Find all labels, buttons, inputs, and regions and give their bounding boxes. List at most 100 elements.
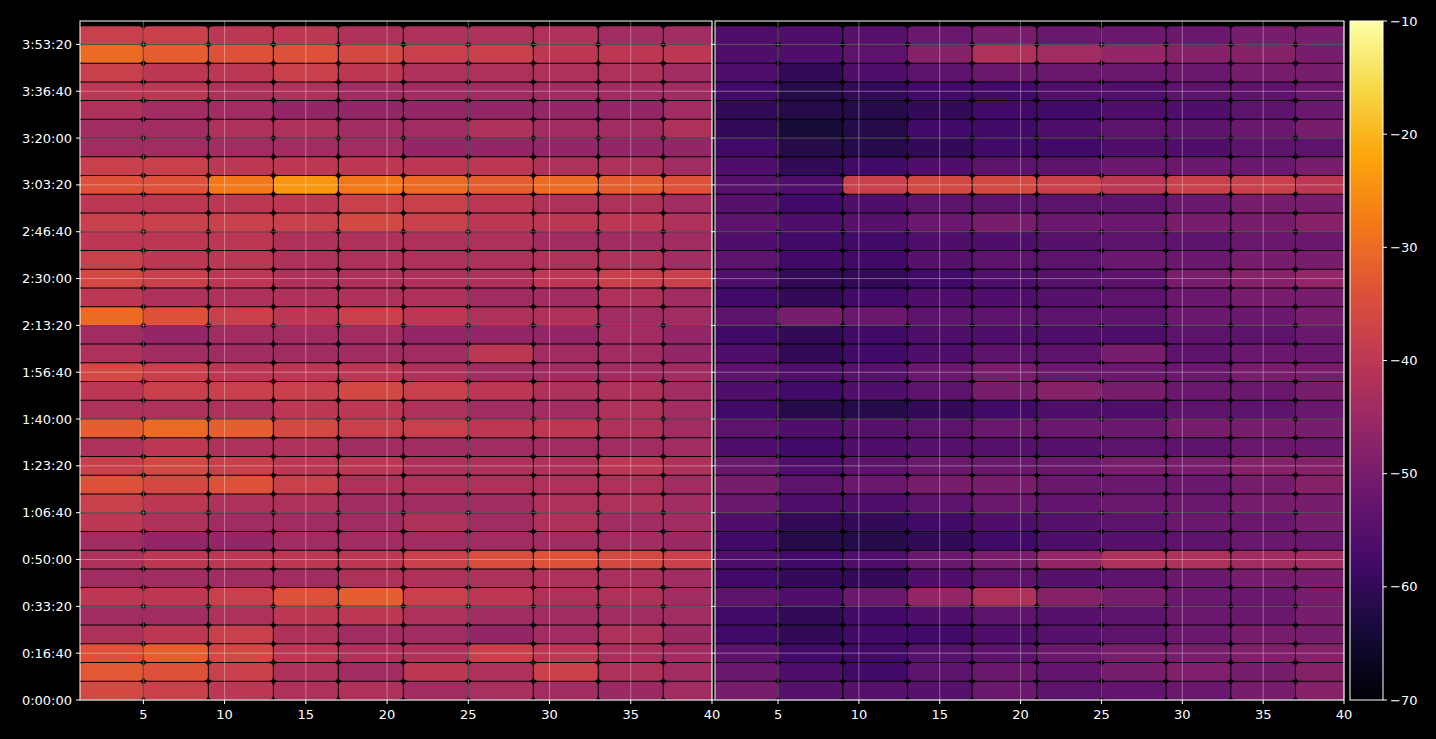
colorbar-step bbox=[1350, 688, 1383, 693]
cell bbox=[843, 401, 907, 419]
cell bbox=[715, 307, 778, 325]
colorbar-step bbox=[1350, 293, 1383, 298]
colorbar-step bbox=[1350, 317, 1383, 322]
colorbar-step bbox=[1350, 197, 1383, 202]
grid-line bbox=[715, 606, 1344, 607]
tick bbox=[76, 653, 80, 654]
colorbar-step bbox=[1350, 584, 1383, 589]
colorbar-step bbox=[1350, 133, 1383, 138]
cell bbox=[1102, 64, 1166, 82]
cell bbox=[1102, 494, 1166, 512]
cell bbox=[1296, 420, 1344, 438]
cell bbox=[843, 494, 907, 512]
cell bbox=[973, 64, 1037, 82]
cell bbox=[843, 157, 907, 175]
colorbar-step bbox=[1350, 624, 1383, 629]
cell bbox=[339, 251, 403, 269]
colorbar-step bbox=[1350, 165, 1383, 170]
cell bbox=[973, 157, 1037, 175]
x-tick-label: 15 bbox=[931, 707, 948, 722]
cell bbox=[469, 307, 533, 325]
cell bbox=[144, 626, 208, 644]
cell bbox=[1102, 588, 1166, 606]
cell bbox=[1102, 213, 1166, 231]
colorbar-step bbox=[1350, 237, 1383, 242]
cell bbox=[404, 438, 468, 456]
cell bbox=[973, 101, 1037, 119]
cell bbox=[339, 438, 403, 456]
cell bbox=[534, 626, 598, 644]
grid-line bbox=[715, 231, 1344, 232]
colorbar-step bbox=[1350, 476, 1383, 481]
x-tick-label: 30 bbox=[1174, 707, 1191, 722]
y-tick-label: 3:03:20 bbox=[22, 177, 72, 192]
colorbar-step bbox=[1350, 552, 1383, 557]
cell bbox=[209, 157, 273, 175]
colorbar-step bbox=[1350, 45, 1383, 50]
grid-line bbox=[858, 21, 859, 700]
cell bbox=[534, 569, 598, 587]
cell bbox=[1167, 663, 1231, 681]
colorbar-step bbox=[1350, 596, 1383, 601]
cell bbox=[404, 326, 468, 344]
cell bbox=[843, 569, 907, 587]
colorbar-step bbox=[1350, 464, 1383, 469]
colorbar-step bbox=[1350, 229, 1383, 234]
cell bbox=[779, 326, 843, 344]
colorbar-step bbox=[1350, 157, 1383, 162]
cell bbox=[404, 494, 468, 512]
colorbar-step bbox=[1350, 588, 1383, 593]
colorbar-step bbox=[1350, 372, 1383, 377]
cell bbox=[469, 476, 533, 494]
colorbar-step bbox=[1350, 141, 1383, 146]
x-tick-label: 25 bbox=[1093, 707, 1110, 722]
cell bbox=[973, 232, 1037, 250]
colorbar-step bbox=[1350, 612, 1383, 617]
cell bbox=[469, 382, 533, 400]
colorbar-step bbox=[1350, 33, 1383, 38]
cell bbox=[339, 139, 403, 157]
colorbar-step bbox=[1350, 572, 1383, 577]
cell bbox=[534, 476, 598, 494]
tick bbox=[76, 91, 80, 92]
colorbar-step bbox=[1350, 297, 1383, 302]
cell bbox=[1102, 682, 1166, 700]
cell bbox=[779, 157, 843, 175]
cell bbox=[1102, 195, 1166, 213]
tick bbox=[711, 138, 715, 139]
colorbar-step bbox=[1350, 245, 1383, 250]
cell bbox=[715, 382, 778, 400]
cell bbox=[1167, 288, 1231, 306]
cell bbox=[973, 494, 1037, 512]
cell bbox=[843, 307, 907, 325]
cell bbox=[404, 120, 468, 138]
cell bbox=[779, 26, 843, 44]
tick bbox=[76, 700, 80, 701]
cell bbox=[664, 420, 712, 438]
cell bbox=[1102, 307, 1166, 325]
cell bbox=[1167, 420, 1231, 438]
cell bbox=[469, 532, 533, 550]
cell bbox=[144, 120, 208, 138]
colorbar-step bbox=[1350, 600, 1383, 605]
colorbar-step bbox=[1350, 548, 1383, 553]
cell bbox=[664, 494, 712, 512]
cell bbox=[80, 382, 143, 400]
tick bbox=[711, 44, 715, 45]
colorbar-step bbox=[1350, 37, 1383, 42]
cell bbox=[715, 494, 778, 512]
cell bbox=[715, 682, 778, 700]
colorbar-step bbox=[1350, 213, 1383, 218]
cell bbox=[843, 139, 907, 157]
cell bbox=[779, 494, 843, 512]
cell bbox=[1296, 307, 1344, 325]
cell bbox=[664, 532, 712, 550]
colorbar-step bbox=[1350, 173, 1383, 178]
cell bbox=[779, 251, 843, 269]
cell bbox=[209, 120, 273, 138]
tick bbox=[1182, 700, 1183, 704]
colorbar-step bbox=[1350, 21, 1383, 26]
cell bbox=[664, 382, 712, 400]
colorbar-step bbox=[1350, 428, 1383, 433]
colorbar-frame bbox=[1350, 21, 1383, 700]
